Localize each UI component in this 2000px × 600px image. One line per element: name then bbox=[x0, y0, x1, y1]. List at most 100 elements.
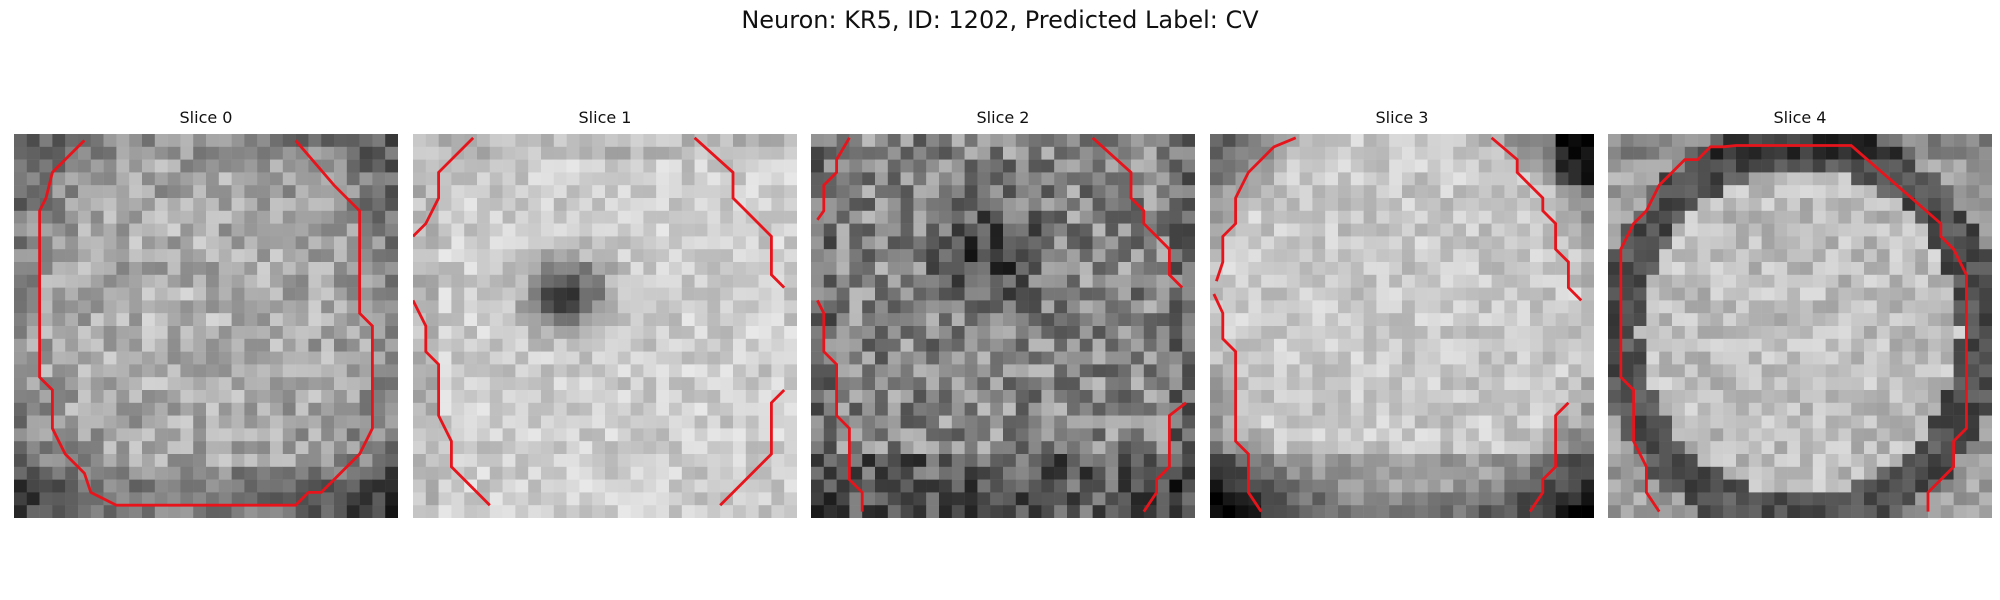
pixel bbox=[707, 262, 721, 276]
pixel bbox=[1156, 274, 1170, 288]
pixel bbox=[758, 236, 772, 250]
pixel bbox=[1079, 338, 1093, 352]
pixel bbox=[1054, 428, 1068, 442]
pixel bbox=[1092, 377, 1106, 391]
pixel bbox=[438, 466, 452, 480]
pixel bbox=[1800, 479, 1814, 493]
pixel bbox=[745, 441, 759, 455]
pixel bbox=[295, 172, 309, 186]
pixel bbox=[1568, 402, 1582, 416]
pixel bbox=[862, 146, 876, 160]
pixel bbox=[990, 262, 1004, 276]
pixel bbox=[1736, 492, 1750, 506]
pixel bbox=[913, 390, 927, 404]
pixel bbox=[926, 351, 940, 365]
pixel bbox=[1646, 300, 1660, 314]
pixel bbox=[1761, 505, 1775, 518]
pixel bbox=[1274, 223, 1288, 237]
pixel bbox=[1800, 364, 1814, 378]
pixel bbox=[1761, 287, 1775, 301]
pixel bbox=[784, 466, 797, 480]
pixel bbox=[464, 402, 478, 416]
pixel bbox=[385, 172, 398, 186]
pixel bbox=[116, 210, 130, 224]
pixel bbox=[464, 146, 478, 160]
pixel bbox=[385, 249, 398, 263]
pixel bbox=[630, 390, 644, 404]
pixel bbox=[1889, 134, 1903, 148]
pixel bbox=[1440, 505, 1454, 518]
pixel bbox=[1312, 479, 1326, 493]
pixel bbox=[1248, 351, 1262, 365]
pixel bbox=[592, 377, 606, 391]
pixel bbox=[1646, 390, 1660, 404]
pixel bbox=[425, 274, 439, 288]
pixel bbox=[875, 262, 889, 276]
pixel bbox=[1466, 390, 1480, 404]
pixel bbox=[116, 236, 130, 250]
pixel bbox=[1169, 134, 1183, 148]
pixel bbox=[372, 466, 386, 480]
pixel bbox=[926, 185, 940, 199]
pixel bbox=[244, 415, 258, 429]
pixel bbox=[489, 338, 503, 352]
pixel bbox=[926, 300, 940, 314]
pixel bbox=[964, 210, 978, 224]
pixel bbox=[26, 159, 40, 173]
pixel bbox=[900, 287, 914, 301]
pixel bbox=[1028, 274, 1042, 288]
pixel bbox=[502, 377, 516, 391]
pixel bbox=[1210, 377, 1224, 391]
pixel bbox=[681, 505, 695, 518]
pixel bbox=[438, 249, 452, 263]
pixel bbox=[1787, 146, 1801, 160]
pixel bbox=[1079, 466, 1093, 480]
pixel bbox=[1876, 466, 1890, 480]
pixel bbox=[39, 338, 53, 352]
contour-line-1c bbox=[413, 299, 491, 507]
pixel bbox=[502, 415, 516, 429]
pixel bbox=[1491, 274, 1505, 288]
pixel bbox=[180, 479, 194, 493]
pixel bbox=[52, 338, 66, 352]
pixel bbox=[1210, 172, 1224, 186]
pixel bbox=[1143, 441, 1157, 455]
pixel bbox=[951, 300, 965, 314]
pixel bbox=[811, 172, 825, 186]
pixel bbox=[849, 249, 863, 263]
pixel bbox=[1376, 364, 1390, 378]
pixel bbox=[1568, 159, 1582, 173]
pixel bbox=[592, 390, 606, 404]
pixel bbox=[282, 364, 296, 378]
pixel bbox=[1118, 428, 1132, 442]
pixel bbox=[605, 492, 619, 506]
pixel bbox=[720, 441, 734, 455]
pixel bbox=[1620, 326, 1634, 340]
pixel bbox=[579, 313, 593, 327]
pixel bbox=[643, 210, 657, 224]
pixel bbox=[528, 428, 542, 442]
pixel bbox=[1466, 441, 1480, 455]
pixel bbox=[1902, 236, 1916, 250]
pixel bbox=[90, 415, 104, 429]
pixel bbox=[1608, 274, 1622, 288]
pixel bbox=[745, 390, 759, 404]
pixel bbox=[964, 479, 978, 493]
pixel bbox=[1041, 198, 1055, 212]
pixel bbox=[1979, 210, 1992, 224]
pixel bbox=[592, 326, 606, 340]
pixel bbox=[1389, 351, 1403, 365]
pixel bbox=[180, 249, 194, 263]
pixel bbox=[1363, 198, 1377, 212]
pixel bbox=[295, 185, 309, 199]
pixel bbox=[489, 351, 503, 365]
pixel bbox=[694, 146, 708, 160]
pixel bbox=[1299, 351, 1313, 365]
pixel bbox=[1966, 338, 1980, 352]
pixel bbox=[964, 249, 978, 263]
pixel bbox=[167, 249, 181, 263]
pixel bbox=[1953, 454, 1967, 468]
pixel bbox=[1028, 249, 1042, 263]
pixel bbox=[1079, 377, 1093, 391]
pixel bbox=[142, 210, 156, 224]
